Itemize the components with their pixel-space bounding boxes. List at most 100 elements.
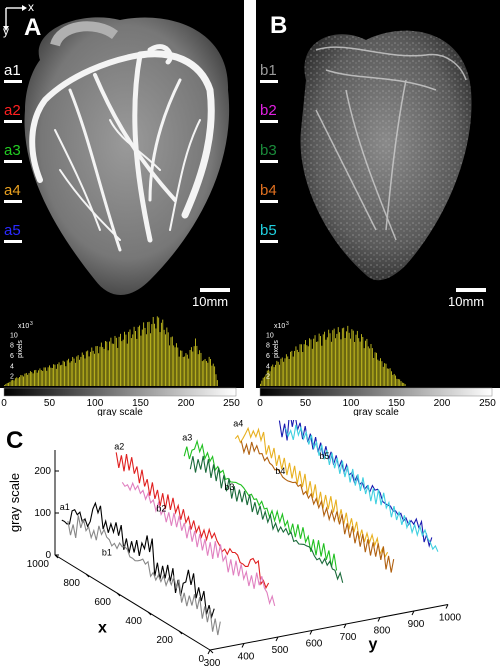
hist-a-bar bbox=[124, 331, 125, 386]
hist-b-bar bbox=[401, 382, 403, 386]
hist-a-bar bbox=[148, 321, 150, 386]
hist-a-bar bbox=[185, 353, 187, 386]
hist-a-bar bbox=[4, 385, 5, 386]
hist-a-bar bbox=[171, 336, 173, 386]
hist-a-bar bbox=[150, 333, 151, 386]
hist-a-bar bbox=[216, 380, 218, 386]
hist-a-ylabel: pixels bbox=[17, 340, 24, 358]
hist-b-bar bbox=[288, 359, 290, 386]
hist-a-bar bbox=[181, 350, 183, 386]
hist-b-bar bbox=[380, 358, 381, 386]
hist-a-bar bbox=[106, 341, 108, 386]
hist-a-bar bbox=[145, 334, 147, 386]
hist-b-ylabel: pixels bbox=[273, 340, 280, 358]
panel-c-3d-plot: C 0 100 200 0 200 400 600 800 1000 300 400 500 600 700… bbox=[6, 420, 462, 669]
hist-a-bar bbox=[100, 342, 102, 386]
hist-a-bar bbox=[94, 353, 95, 386]
hist-b-bar bbox=[296, 349, 298, 386]
y-tick-label: 700 bbox=[340, 632, 357, 643]
hist-a-bar bbox=[59, 365, 61, 386]
series-label-b3: b3 bbox=[224, 482, 234, 492]
hist-b-bar bbox=[265, 374, 267, 386]
hist-a-bar bbox=[175, 343, 177, 386]
hist-a-bar bbox=[188, 358, 190, 386]
hist-b-bar bbox=[366, 338, 368, 386]
series-label-b4: b4 bbox=[275, 466, 285, 476]
hist-b-bar bbox=[385, 363, 387, 386]
row-label-a4: a4 bbox=[4, 182, 21, 199]
hist-b-bar bbox=[343, 327, 345, 386]
hist-a-bar bbox=[12, 379, 14, 386]
y-tick bbox=[275, 636, 279, 642]
z-tick-label: 0 bbox=[45, 550, 51, 561]
hist-b-bar bbox=[270, 366, 272, 386]
hist-b-bar bbox=[305, 340, 306, 386]
y-tick-label: 400 bbox=[238, 652, 255, 663]
hist-b-bar bbox=[352, 330, 354, 386]
hist-b-bar bbox=[335, 338, 336, 386]
hist-a-bar bbox=[35, 369, 37, 386]
hist-b-bar bbox=[279, 364, 281, 386]
row-label-a2: a2 bbox=[4, 102, 21, 119]
hist-b-bar bbox=[290, 351, 291, 386]
hist-a-y-tick-label: 6 bbox=[10, 353, 14, 360]
hist-a-bar bbox=[99, 346, 101, 386]
axis-y-label: y bbox=[3, 24, 9, 38]
hist-b-bar bbox=[374, 352, 376, 386]
hist-a-x-tick-label: 100 bbox=[87, 398, 104, 409]
hist-b-x-tick-label: 100 bbox=[343, 398, 360, 409]
hist-b-bar bbox=[300, 344, 302, 386]
hist-b-bar bbox=[283, 361, 285, 386]
x-tick bbox=[147, 611, 152, 616]
hist-b-bar bbox=[272, 364, 274, 386]
hist-b-bar bbox=[391, 371, 392, 386]
hist-a-bar bbox=[91, 347, 93, 386]
hist-a-bar bbox=[13, 380, 15, 386]
hist-a-bar bbox=[197, 354, 199, 386]
hist-a-bar bbox=[144, 327, 146, 386]
hist-a-bar bbox=[190, 347, 192, 386]
hist-b-bar bbox=[356, 330, 358, 386]
hist-b-bar bbox=[404, 384, 406, 386]
hist-a-bar bbox=[107, 350, 109, 386]
hist-b-bar bbox=[325, 339, 327, 386]
hist-a-bar bbox=[111, 343, 113, 386]
hist-b-bar bbox=[363, 348, 365, 386]
hist-b-bar bbox=[306, 345, 308, 386]
hist-a-bar bbox=[186, 354, 188, 386]
row-label-b2: b2 bbox=[260, 102, 277, 119]
hist-a-bar bbox=[163, 329, 165, 386]
hist-b-bar bbox=[377, 359, 379, 386]
z-tick-label: 100 bbox=[34, 508, 51, 519]
hist-b-bar bbox=[386, 368, 388, 386]
y-tick bbox=[377, 617, 381, 622]
hist-a-bar bbox=[40, 370, 42, 386]
hist-b-bar bbox=[395, 375, 397, 386]
hist-a-bar bbox=[50, 367, 52, 386]
series-line-a5 bbox=[278, 420, 433, 548]
hist-a-bar bbox=[170, 337, 172, 386]
hist-a-bar bbox=[6, 383, 8, 386]
hist-b-bar bbox=[371, 348, 373, 386]
hist-b-bar bbox=[340, 339, 342, 386]
hist-a-bar bbox=[129, 329, 131, 386]
hist-b-bar bbox=[330, 341, 332, 386]
hist-b-bar bbox=[384, 363, 386, 386]
hist-b-bar bbox=[362, 336, 364, 386]
hist-a-bar bbox=[196, 345, 198, 386]
hist-b-bar bbox=[322, 334, 324, 386]
hist-a-bar bbox=[43, 367, 45, 386]
hist-a-bar bbox=[16, 377, 18, 386]
hist-a-bar bbox=[169, 345, 171, 386]
hist-a-y-exponent: 3 bbox=[30, 321, 33, 327]
series-line-b3 bbox=[189, 455, 344, 583]
hist-b-y-tick-label: 2 bbox=[266, 374, 270, 381]
series-label-a2: a2 bbox=[114, 441, 124, 451]
hist-a-bar bbox=[121, 341, 123, 386]
x-tick-label: 0 bbox=[198, 654, 204, 665]
row-label-a5: a5 bbox=[4, 222, 21, 239]
hist-b-bar bbox=[347, 325, 349, 386]
series-line-a2 bbox=[115, 452, 270, 590]
x-tick bbox=[54, 554, 59, 559]
z-tick-label: 200 bbox=[34, 466, 51, 477]
